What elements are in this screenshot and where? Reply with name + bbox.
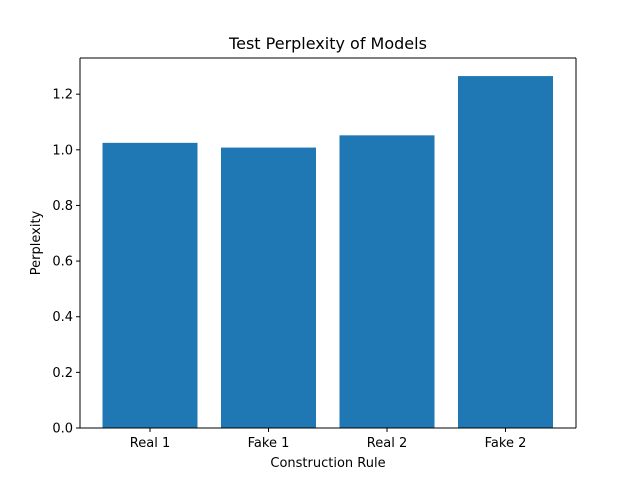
bars-group xyxy=(102,76,553,429)
x-tick-label: Real 1 xyxy=(130,436,170,451)
x-axis-ticks: Real 1 Fake 1 Real 2 Fake 2 xyxy=(130,428,527,451)
y-axis-ticks: 0.0 0.2 0.4 0.6 0.8 1.0 1.2 xyxy=(52,88,80,437)
y-tick-label: 0.6 xyxy=(52,255,73,270)
x-axis-label: Construction Rule xyxy=(270,456,385,471)
y-tick-label: 0.2 xyxy=(52,366,73,381)
x-tick-label: Fake 1 xyxy=(248,436,290,451)
chart-title: Test Perplexity of Models xyxy=(228,34,427,53)
axes-frame xyxy=(79,57,577,429)
y-tick-label: 1.0 xyxy=(52,143,73,158)
bar-real-1 xyxy=(102,142,198,429)
y-tick-label: 0.8 xyxy=(52,199,73,214)
y-tick-label: 0.4 xyxy=(52,310,73,325)
bar-real-2 xyxy=(339,135,435,428)
bar-fake-2 xyxy=(458,76,553,429)
bar-fake-1 xyxy=(221,147,316,428)
y-tick-label: 0.0 xyxy=(52,422,73,437)
x-tick-label: Fake 2 xyxy=(485,436,527,451)
x-tick-label: Real 2 xyxy=(367,436,407,451)
y-tick-label: 1.2 xyxy=(52,88,73,103)
y-axis-label: Perplexity xyxy=(29,210,44,275)
